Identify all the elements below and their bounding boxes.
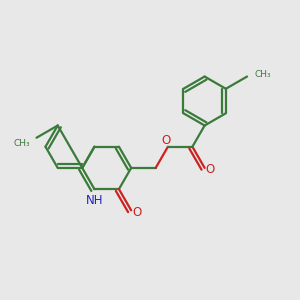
Text: O: O xyxy=(161,134,171,147)
Text: CH₃: CH₃ xyxy=(255,70,272,79)
Text: NH: NH xyxy=(86,194,104,207)
Text: O: O xyxy=(132,206,141,219)
Text: O: O xyxy=(206,163,214,176)
Text: CH₃: CH₃ xyxy=(13,139,30,148)
